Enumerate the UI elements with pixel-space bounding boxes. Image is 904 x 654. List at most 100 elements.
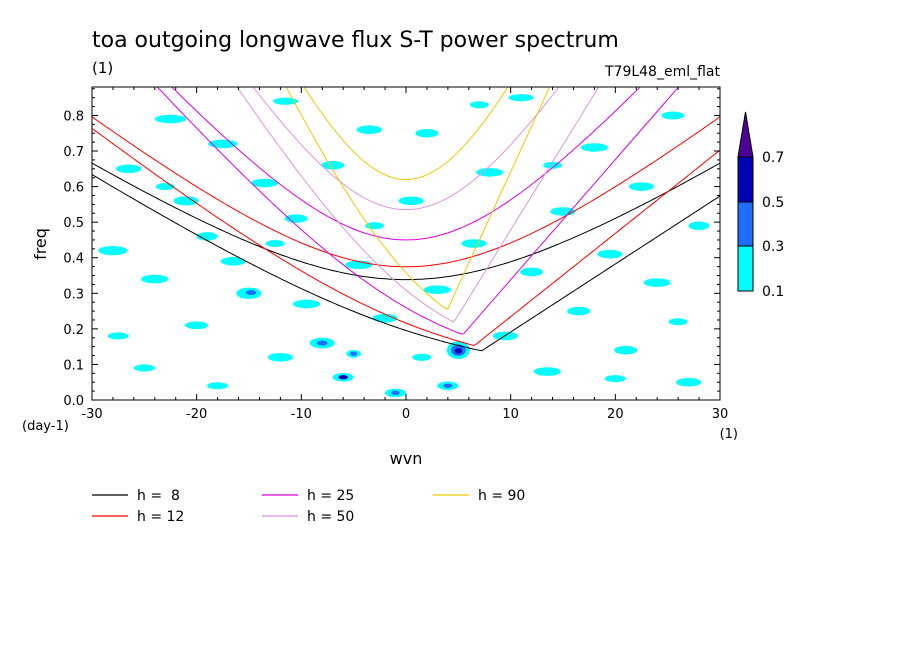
- x-tick-labels: -30 -20 -10 0 10 20 30: [81, 407, 728, 422]
- contour-blob-41: [520, 267, 544, 277]
- contour-blob-61: [604, 375, 626, 383]
- contour-blob-14: [273, 97, 299, 105]
- contour-blob-23: [350, 351, 358, 356]
- contour-blob-21: [338, 375, 348, 380]
- y-axis-unit: (day-1): [22, 419, 69, 434]
- contour-blob-0: [98, 245, 128, 256]
- contour-blob-36: [454, 348, 462, 354]
- contour-blob-7: [196, 232, 218, 241]
- contour-blob-42: [533, 367, 561, 376]
- contour-blob-29: [398, 196, 424, 206]
- contour-blob-30: [415, 128, 439, 138]
- axis-ticks: [91, 87, 721, 401]
- contour-blob-26: [372, 313, 398, 323]
- legend: h = 8 h = 12 h = 25 h = 50 h = 90: [92, 488, 525, 525]
- contour-blob-37: [461, 239, 487, 248]
- contour-blob-28: [391, 390, 400, 396]
- contour-blob-59: [469, 101, 489, 109]
- contour-blob-47: [614, 345, 638, 355]
- contour-blob-56: [265, 239, 285, 248]
- y-tick-label: 0.4: [63, 252, 84, 267]
- contour-blob-15: [284, 214, 308, 223]
- dispersion-curve-h8-gravity: [92, 162, 720, 281]
- colorbar-segment: [737, 245, 754, 292]
- chart-title: toa outgoing longwave flux S-T power spe…: [92, 28, 619, 53]
- y-tick-label: 0.3: [63, 287, 84, 302]
- contour-blob-19: [321, 160, 345, 170]
- contour-blob-4: [154, 114, 187, 124]
- contour-blob-5: [173, 196, 199, 206]
- y-tick-label: 0.2: [63, 323, 84, 338]
- contour-blob-38: [476, 168, 504, 177]
- y-tick-label: 0.5: [63, 216, 84, 231]
- y-tick-label: 0.6: [63, 181, 84, 196]
- contour-blob-1: [116, 164, 142, 174]
- chart-subtitle-right: T79L48_eml_flat: [604, 64, 721, 80]
- contour-blob-58: [412, 353, 432, 361]
- legend-label-h12: h = 12: [137, 509, 184, 525]
- contour-blob-39: [492, 331, 518, 341]
- contour-blob-45: [580, 143, 609, 152]
- contour-blob-57: [365, 222, 385, 230]
- dispersion-curve-h25-gravity: [171, 87, 641, 241]
- colorbar-level-label: 0.5: [762, 195, 784, 211]
- dispersion-curve-h25-kelvin: [156, 87, 680, 335]
- contour-blob-33: [443, 383, 453, 388]
- colorbar-level-label: 0.3: [762, 239, 784, 255]
- contour-blob-50: [661, 111, 685, 120]
- contour-blob-6: [185, 321, 209, 330]
- y-tick-label: 0.8: [63, 109, 84, 124]
- x-axis-unit: (1): [720, 427, 738, 442]
- legend-label-h90: h = 90: [478, 488, 525, 504]
- legend-label-h25: h = 25: [307, 488, 354, 504]
- colorbar-segment: [737, 156, 754, 203]
- dispersion-curve-h8-kelvin: [92, 174, 720, 352]
- dispersion-curve-h50-kelvin: [236, 87, 600, 323]
- contour-blob-13: [267, 353, 293, 362]
- contour-blob-44: [567, 306, 591, 316]
- colorbar-level-label: 0.1: [762, 284, 784, 300]
- dispersion-curve-h12-gravity: [92, 116, 720, 268]
- chart-subtitle-left: (1): [92, 59, 113, 77]
- contour-blob-51: [676, 377, 702, 387]
- contour-blob-40: [508, 94, 534, 102]
- x-tick-label: 0: [402, 407, 410, 422]
- colorbar-arrow: [737, 111, 754, 158]
- dispersion-curve-h12-kelvin: [92, 127, 720, 347]
- contour-blob-25: [356, 125, 382, 134]
- legend-label-h8: h = 8: [137, 488, 180, 504]
- x-tick-label: 30: [712, 407, 729, 422]
- y-tick-labels: 0.0 0.1 0.2 0.3 0.4 0.5 0.6 0.7 0.8: [63, 109, 84, 409]
- dispersion-curve-h90-kelvin: [285, 87, 551, 310]
- x-tick-label: -30: [81, 407, 102, 422]
- contour-blob-48: [628, 182, 655, 191]
- contour-blobs: [98, 94, 710, 398]
- contour-blob-53: [107, 332, 129, 340]
- x-tick-label: -20: [186, 407, 207, 422]
- colorbar-level-label: 0.7: [762, 150, 784, 166]
- contour-blob-16: [292, 299, 321, 309]
- contour-blob-18: [317, 340, 328, 346]
- colorbar-segment: [737, 201, 754, 247]
- x-tick-label: -10: [291, 407, 312, 422]
- legend-label-h50: h = 50: [307, 509, 354, 525]
- x-axis-label: wvn: [390, 449, 423, 468]
- dispersion-curve-h50-gravity: [252, 87, 560, 211]
- contour-blob-31: [423, 285, 452, 295]
- colorbar: 0.1 0.3 0.5 0.7: [737, 111, 784, 300]
- contour-blob-62: [668, 318, 688, 326]
- dispersion-curves: [92, 87, 720, 352]
- x-tick-label: 10: [502, 407, 519, 422]
- contour-blob-49: [643, 278, 671, 287]
- contour-blob-55: [207, 382, 229, 390]
- dispersion-curve-h90-gravity: [303, 87, 509, 181]
- contour-blob-46: [597, 249, 623, 259]
- y-tick-label: 0.7: [63, 145, 84, 160]
- contour-blob-2: [133, 364, 155, 372]
- y-tick-label: 0.1: [63, 358, 84, 373]
- contour-blob-12: [251, 178, 279, 188]
- contour-blob-3: [141, 274, 169, 284]
- x-tick-label: 20: [607, 407, 624, 422]
- contour-blob-43: [550, 207, 576, 216]
